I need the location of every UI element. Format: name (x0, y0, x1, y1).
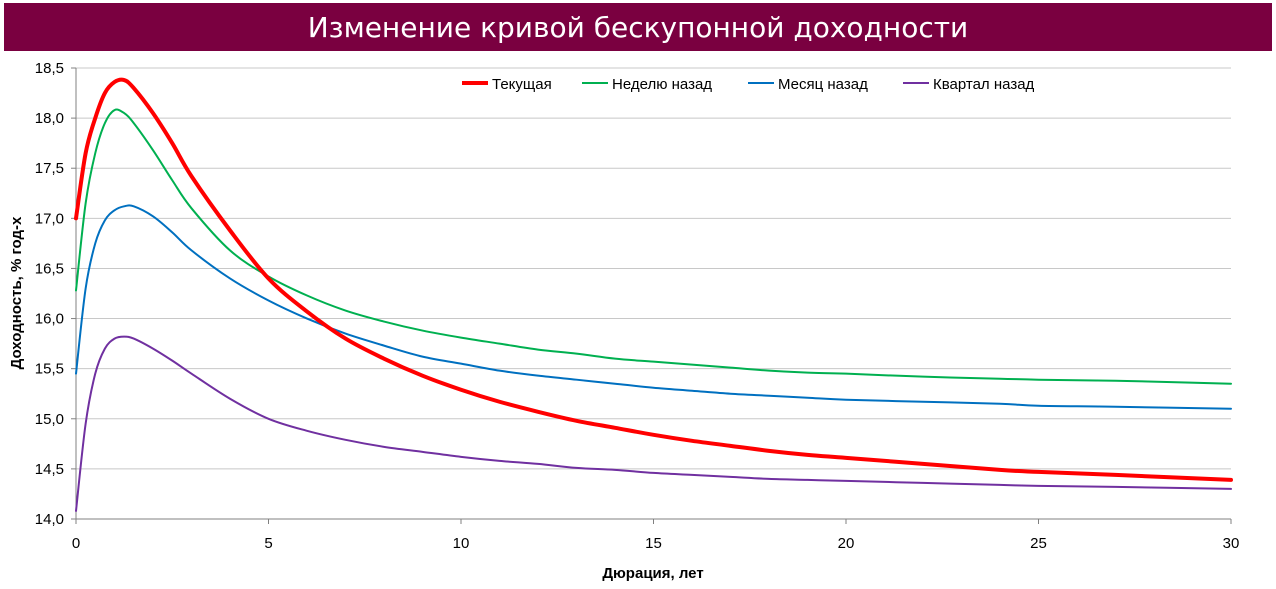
y-tick-label: 15,0 (35, 411, 64, 428)
y-tick-label: 17,5 (35, 160, 64, 177)
legend-label: Неделю назад (612, 76, 712, 93)
legend-item: Неделю назад (582, 76, 712, 93)
x-tick-label: 15 (645, 535, 662, 552)
x-tick-label: 10 (453, 535, 470, 552)
x-tick-label: 20 (838, 535, 855, 552)
x-tick-label: 25 (1030, 535, 1047, 552)
x-tick-label: 0 (72, 535, 80, 552)
y-tick-label: 16,0 (35, 311, 64, 328)
y-tick-labels: 14,0 14,5 15,0 15,5 16,0 16,5 17,0 17,5 18,0 18,5 (35, 60, 64, 528)
y-axis-title: Доходность, % год-х (8, 216, 25, 369)
y-tick-label: 14,5 (35, 461, 64, 478)
x-tick-labels: 0 5 10 15 20 25 30 (72, 535, 1240, 552)
legend-label: Квартал назад (933, 76, 1035, 93)
legend-item: Квартал назад (903, 76, 1035, 93)
series-line-4 (75, 335, 1232, 512)
legend-label: Текущая (492, 76, 552, 93)
legend: Текущая Неделю назад Месяц назад Квартал на… (462, 76, 1035, 93)
series-line-3 (75, 204, 1232, 410)
y-tick-label: 16,5 (35, 260, 64, 277)
x-axis-title: Дюрация, лет (602, 565, 703, 582)
x-tick-label: 5 (264, 535, 272, 552)
y-tick-label: 18,0 (35, 110, 64, 127)
y-tick-label: 14,0 (35, 511, 64, 528)
legend-item: Месяц назад (748, 76, 868, 93)
legend-item: Текущая (462, 76, 552, 93)
y-tick-label: 15,5 (35, 361, 64, 378)
legend-label: Месяц назад (778, 76, 868, 93)
grid-lines (76, 67, 1231, 470)
x-tick-label: 30 (1223, 535, 1240, 552)
chart-title: Изменение кривой бескупонной доходности (4, 3, 1272, 51)
y-tick-label: 17,0 (35, 210, 64, 227)
axes (71, 67, 1232, 524)
y-tick-label: 18,5 (35, 60, 64, 77)
series-lines (74, 77, 1233, 512)
series-line-1 (74, 77, 1233, 482)
series-line-2 (75, 108, 1232, 385)
